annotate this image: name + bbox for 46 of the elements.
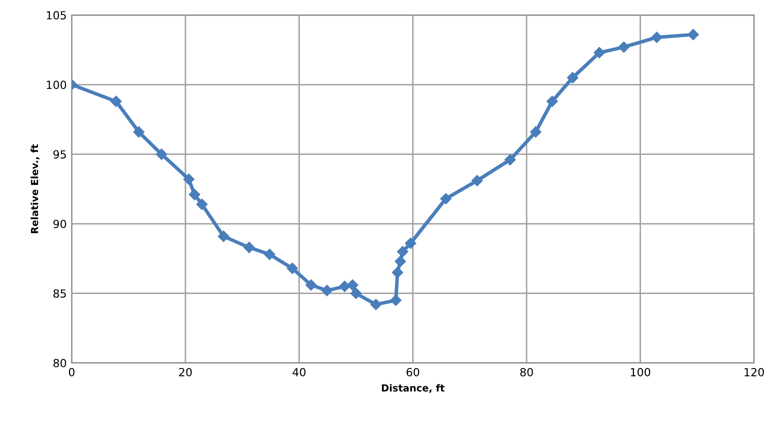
point: [133, 126, 144, 138]
y-axis-title: Relative Elev., ft: [30, 144, 40, 234]
point: [594, 47, 605, 58]
point: [618, 41, 630, 53]
point: [504, 154, 516, 166]
y-tick-label: 90: [53, 220, 66, 228]
point: [321, 284, 333, 296]
point: [392, 266, 404, 278]
point: [339, 280, 350, 292]
point: [196, 198, 208, 210]
point: [530, 126, 542, 138]
point: [346, 279, 358, 291]
point: [244, 242, 255, 254]
point: [394, 256, 406, 267]
x-tick-label: 80: [520, 368, 533, 376]
y-tick-label: 80: [53, 358, 66, 368]
point: [305, 279, 317, 291]
x-tick-label: 60: [406, 368, 420, 376]
point: [390, 294, 402, 306]
point: [156, 148, 168, 160]
point: [688, 28, 699, 40]
y-tick-label: 85: [53, 289, 66, 298]
point: [472, 175, 483, 186]
y-tick-label: 100: [46, 80, 66, 90]
x-axis-title: Distance, ft: [382, 384, 444, 393]
point: [440, 193, 452, 204]
x-tick-label: 20: [179, 368, 192, 376]
point: [350, 288, 362, 299]
point: [546, 96, 558, 107]
x-tick-label: 100: [630, 368, 650, 376]
point: [370, 298, 382, 310]
point: [286, 262, 298, 274]
x-tick-label: 40: [292, 368, 306, 376]
point: [397, 246, 408, 258]
x-tick-label: 0: [68, 368, 74, 376]
point: [183, 174, 194, 185]
point: [264, 248, 276, 260]
point: [218, 230, 230, 242]
x-tick-label: 120: [744, 368, 764, 376]
y-tick-label: 95: [53, 150, 66, 159]
point: [651, 32, 662, 43]
point: [110, 96, 122, 107]
point: [567, 72, 578, 84]
y-tick-label: 105: [46, 11, 66, 20]
point: [404, 238, 416, 249]
point: [188, 188, 200, 200]
